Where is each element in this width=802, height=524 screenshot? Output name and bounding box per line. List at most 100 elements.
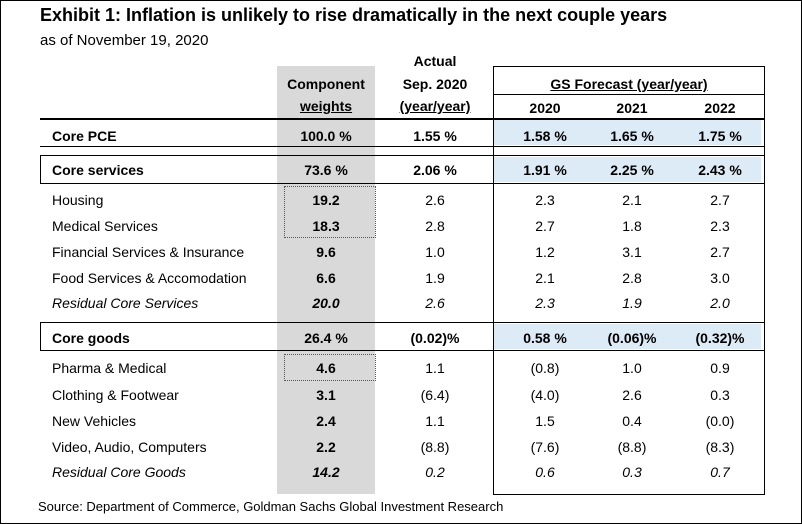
cell-f2020: 1.5 bbox=[535, 413, 555, 429]
cell-actual: 1.9 bbox=[425, 270, 445, 286]
cell-actual: 2.8 bbox=[425, 218, 445, 234]
cell-weight: 3.1 bbox=[316, 387, 336, 403]
cell-f2022: 0.9 bbox=[710, 360, 730, 376]
cell-actual: (6.4) bbox=[420, 387, 450, 403]
row-label: Medical Services bbox=[52, 218, 158, 234]
header-2021: 2021 bbox=[616, 100, 648, 116]
cell-actual: 0.2 bbox=[425, 464, 445, 480]
exhibit-subtitle: as of November 19, 2020 bbox=[40, 32, 209, 49]
cell-f2022: 2.7 bbox=[710, 244, 730, 260]
cell-f2022: 2.7 bbox=[710, 192, 730, 208]
cell-f2021: 2.6 bbox=[622, 387, 642, 403]
cell-weight: 6.6 bbox=[316, 270, 336, 286]
cell-f2020: 2.1 bbox=[535, 270, 555, 286]
header-gs-forecast: GS Forecast (year/year) bbox=[550, 76, 708, 92]
cell-f2020: 1.58 % bbox=[523, 128, 567, 144]
core-services-forecast-highlight bbox=[493, 157, 761, 182]
row-label: Clothing & Footwear bbox=[52, 387, 179, 403]
cell-actual: (0.02)% bbox=[410, 330, 460, 346]
pharma-weight-box bbox=[284, 354, 376, 381]
cell-f2022: (0.32)% bbox=[695, 330, 745, 346]
row-label: Pharma & Medical bbox=[52, 360, 167, 376]
cell-actual: 1.1 bbox=[425, 413, 445, 429]
row-label: Residual Core Services bbox=[52, 295, 199, 311]
cell-f2021: 2.8 bbox=[622, 270, 642, 286]
cell-weight: 20.0 bbox=[312, 295, 340, 311]
cell-f2022: 1.75 % bbox=[698, 128, 742, 144]
row-label: Financial Services & Insurance bbox=[52, 244, 245, 260]
cell-actual: 2.06 % bbox=[413, 162, 457, 178]
cell-weight: 2.2 bbox=[316, 439, 336, 455]
cell-f2021: 2.25 % bbox=[610, 162, 654, 178]
cell-actual: 1.0 bbox=[425, 244, 445, 260]
row-label: Food Services & Accomodation bbox=[52, 270, 247, 286]
housing-medical-weights-box bbox=[284, 186, 376, 238]
cell-f2020: 0.6 bbox=[535, 464, 555, 480]
cell-f2020: 2.7 bbox=[535, 218, 555, 234]
core-pce-forecast-highlight bbox=[493, 118, 761, 145]
cell-weight: 9.6 bbox=[316, 244, 336, 260]
exhibit-title: Exhibit 1: Inflation is unlikely to rise… bbox=[40, 5, 668, 25]
header-2020: 2020 bbox=[529, 100, 561, 116]
row-label: New Vehicles bbox=[52, 413, 137, 429]
cell-f2021: 2.1 bbox=[622, 192, 642, 208]
cell-f2021: 0.4 bbox=[622, 413, 642, 429]
header-actual-yoy: (year/year) bbox=[399, 98, 471, 114]
header-2022: 2022 bbox=[704, 100, 736, 116]
cell-actual: 1.1 bbox=[425, 360, 445, 376]
forecast-header-divider bbox=[493, 94, 765, 95]
cell-f2021: 3.1 bbox=[622, 244, 642, 260]
cell-weight: 73.6 % bbox=[304, 162, 348, 178]
cell-f2020: (4.0) bbox=[530, 387, 560, 403]
cell-f2022: 2.43 % bbox=[698, 162, 742, 178]
forecast-box bbox=[493, 66, 765, 495]
row-label: Housing bbox=[52, 192, 104, 208]
cell-f2022: 0.7 bbox=[710, 464, 730, 480]
row-label: Video, Audio, Computers bbox=[52, 439, 207, 455]
cell-f2022: 0.3 bbox=[710, 387, 730, 403]
cell-weight: 2.4 bbox=[316, 413, 336, 429]
cell-f2020: 2.3 bbox=[535, 295, 555, 311]
cell-weight: 4.6 bbox=[316, 360, 336, 376]
cell-f2022: 3.0 bbox=[710, 270, 730, 286]
cell-f2022: 2.3 bbox=[710, 218, 730, 234]
header-component: Component bbox=[287, 76, 365, 92]
weights-column-shade bbox=[277, 66, 375, 494]
core-pce-rule bbox=[40, 146, 765, 147]
core-goods-box bbox=[40, 322, 765, 351]
cell-f2021: 1.8 bbox=[622, 218, 642, 234]
cell-f2022: 2.0 bbox=[710, 295, 730, 311]
cell-weight: 18.3 bbox=[312, 218, 340, 234]
row-label: Core goods bbox=[52, 330, 130, 346]
row-label: Core PCE bbox=[52, 128, 117, 144]
cell-f2020: 1.2 bbox=[535, 244, 555, 260]
core-goods-forecast-highlight bbox=[493, 324, 761, 349]
cell-actual: 2.6 bbox=[425, 192, 445, 208]
cell-weight: 26.4 % bbox=[304, 330, 348, 346]
header-rule bbox=[40, 118, 765, 120]
row-label: Residual Core Goods bbox=[52, 464, 186, 480]
cell-f2020: (7.6) bbox=[530, 439, 560, 455]
cell-f2020: (0.8) bbox=[530, 360, 560, 376]
cell-f2021: 0.3 bbox=[622, 464, 642, 480]
cell-f2021: 1.65 % bbox=[610, 128, 654, 144]
header-actual-date: Sep. 2020 bbox=[402, 76, 468, 92]
cell-actual: 2.6 bbox=[425, 295, 445, 311]
source-note: Source: Department of Commerce, Goldman … bbox=[38, 499, 504, 514]
cell-actual: 1.55 % bbox=[413, 128, 457, 144]
cell-actual: (8.8) bbox=[420, 439, 450, 455]
cell-weight: 100.0 % bbox=[300, 128, 352, 144]
cell-f2020: 1.91 % bbox=[523, 162, 567, 178]
cell-f2022: (0.0) bbox=[705, 413, 735, 429]
header-actual: Actual bbox=[413, 53, 457, 69]
core-services-box bbox=[40, 155, 765, 184]
header-weights: weights bbox=[299, 98, 353, 114]
cell-f2020: 2.3 bbox=[535, 192, 555, 208]
cell-f2021: (8.8) bbox=[617, 439, 647, 455]
cell-f2021: (0.06)% bbox=[607, 330, 657, 346]
cell-f2021: 1.0 bbox=[622, 360, 642, 376]
cell-f2020: 0.58 % bbox=[523, 330, 567, 346]
cell-weight: 14.2 bbox=[312, 464, 340, 480]
row-label: Core services bbox=[52, 162, 144, 178]
cell-f2022: (8.3) bbox=[705, 439, 735, 455]
